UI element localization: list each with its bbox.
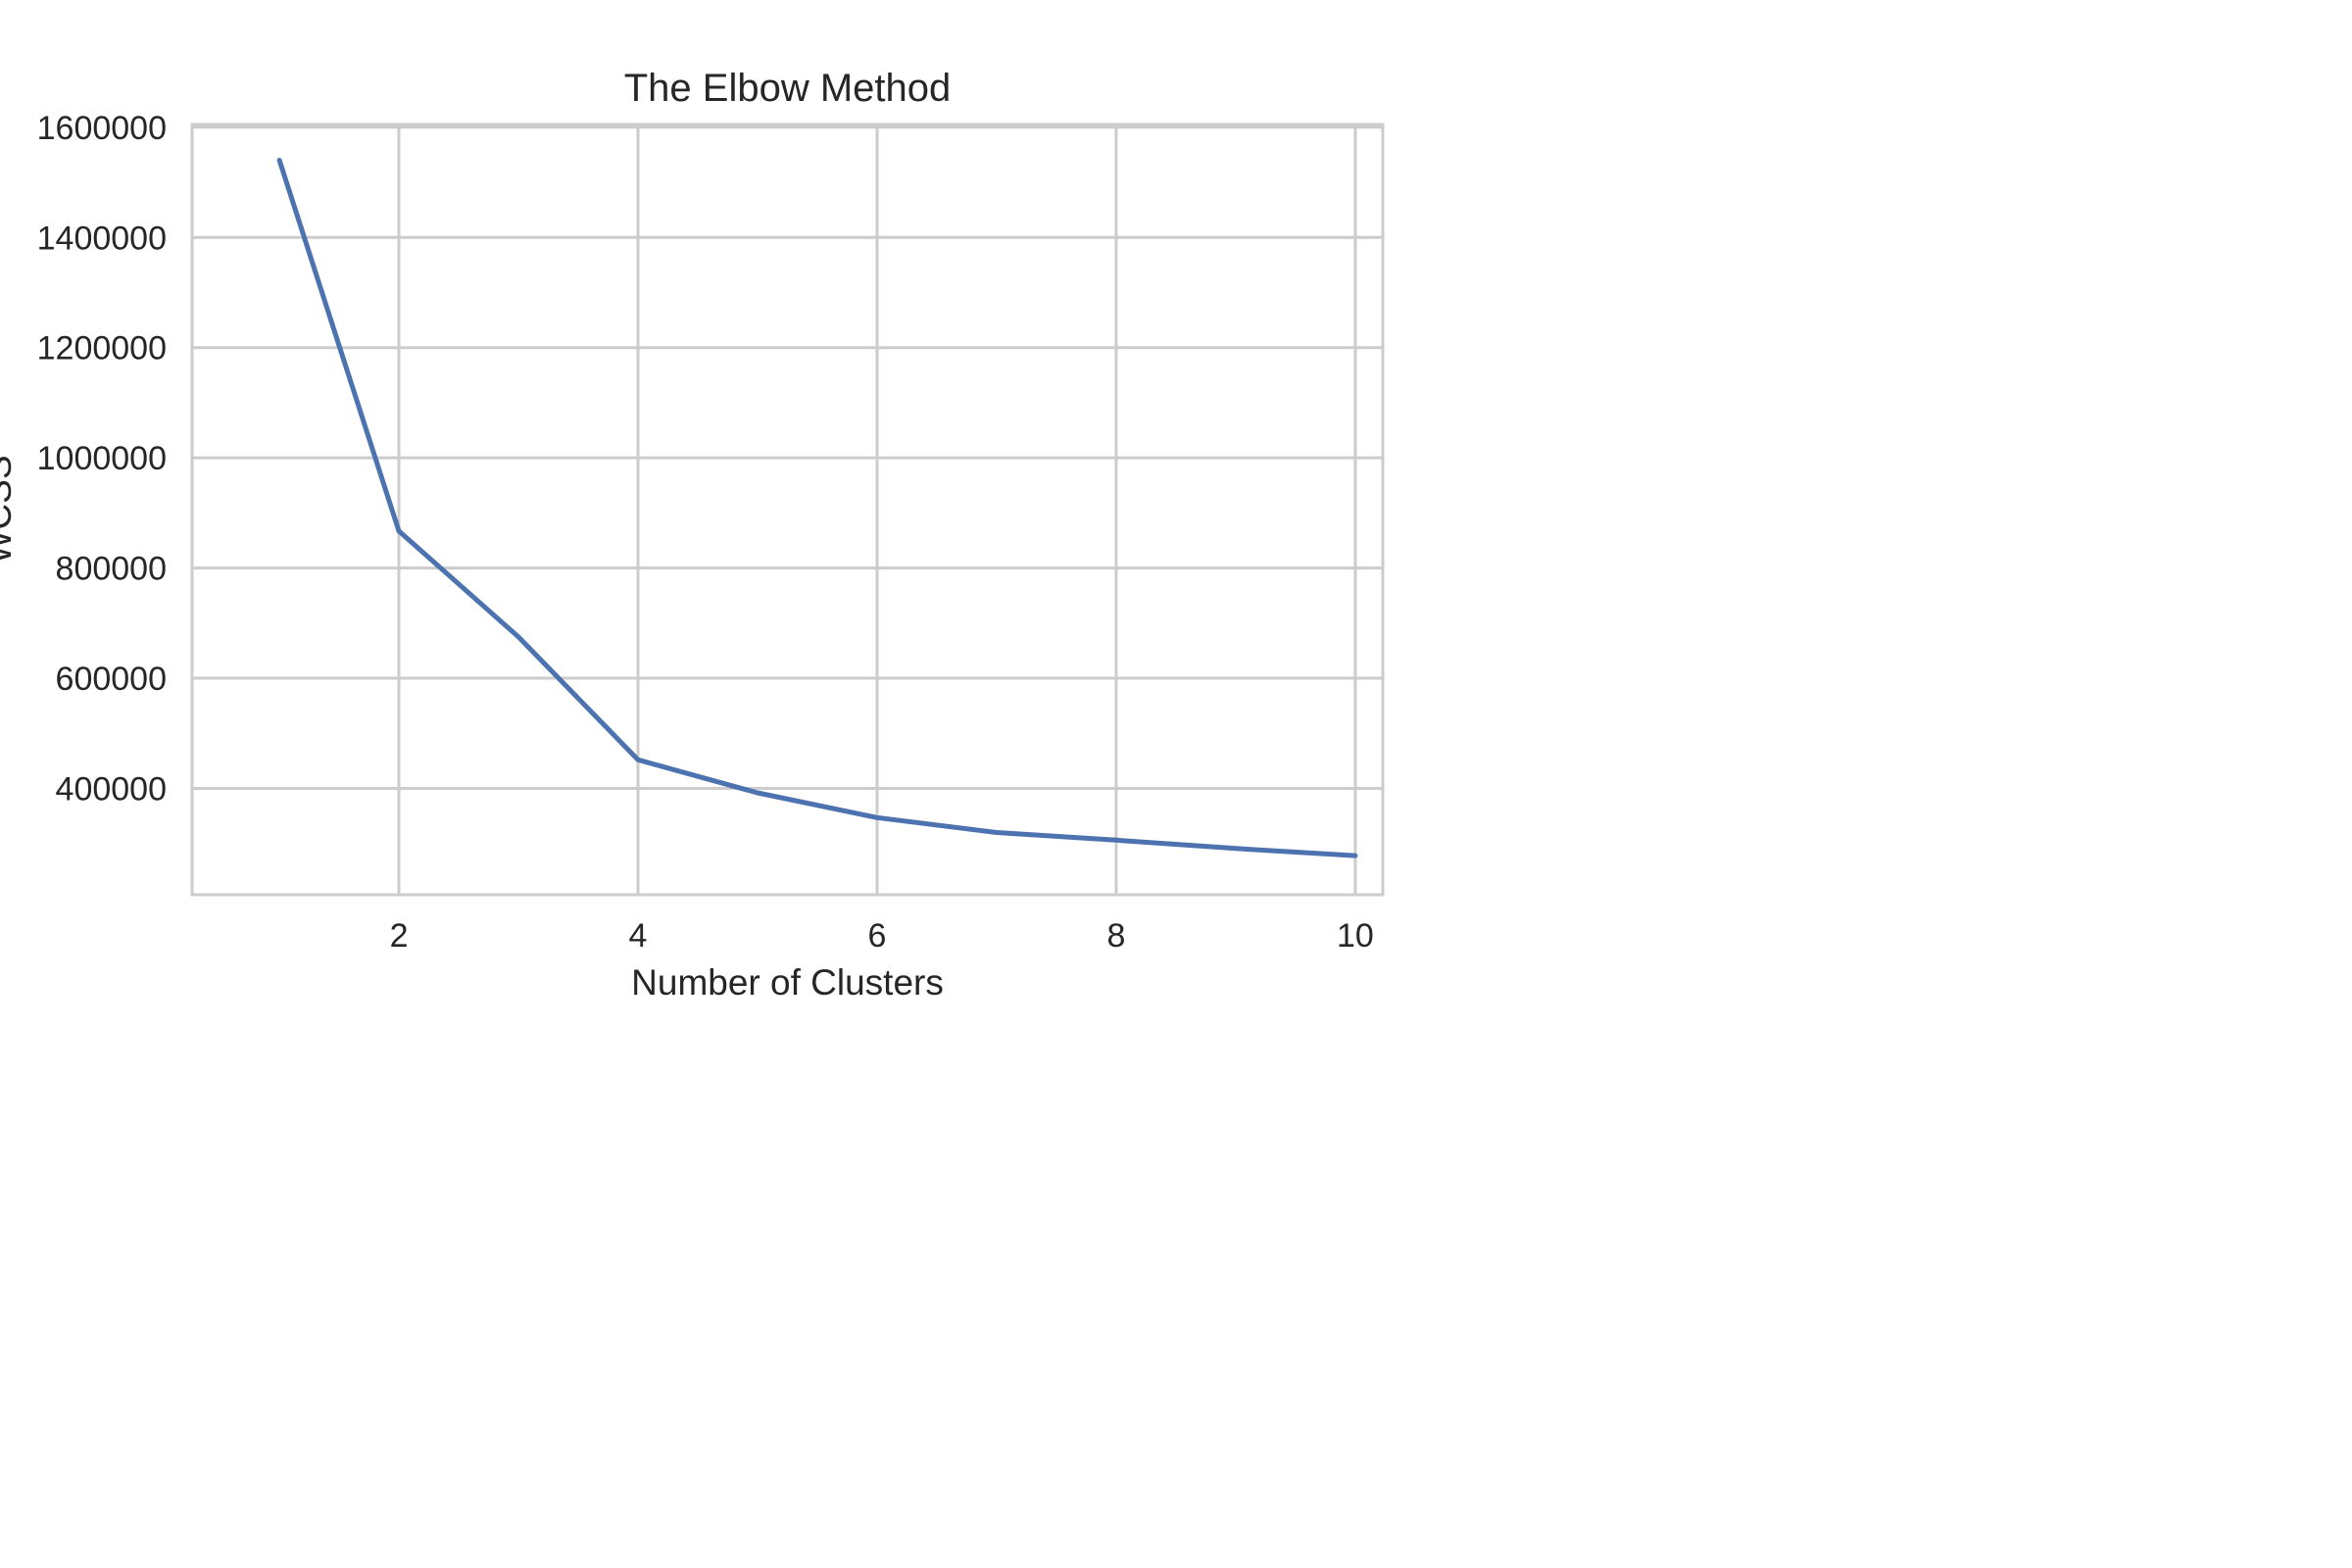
tick-labels: 2 4 6 8 10 400000 600000 800000 1000000 1200000 14… — [37, 110, 1374, 955]
grid — [192, 124, 1383, 895]
series-layer — [276, 158, 1358, 858]
wcss-series-line — [276, 158, 1358, 858]
y-tick-label: 1600000 — [37, 110, 167, 147]
y-tick-label: 400000 — [56, 770, 167, 808]
x-tick-label: 8 — [1107, 917, 1126, 955]
y-tick-label: 800000 — [56, 551, 167, 588]
chart-title: The Elbow Method — [624, 67, 952, 110]
x-tick-label: 2 — [390, 917, 409, 955]
x-tick-label: 4 — [629, 917, 648, 955]
elbow-chart: 2 4 6 8 10 400000 600000 800000 1000000 1200000 14… — [0, 67, 1385, 1003]
plot-frame — [190, 122, 1385, 897]
x-tick-label: 6 — [868, 917, 887, 955]
y-axis-label: WCSS — [0, 456, 19, 564]
y-tick-label: 1200000 — [37, 330, 167, 368]
x-tick-label: 10 — [1337, 917, 1374, 955]
y-tick-label: 1000000 — [37, 440, 167, 477]
y-tick-label: 600000 — [56, 661, 167, 698]
y-tick-label: 1400000 — [37, 220, 167, 257]
x-axis-label: Number of Clusters — [631, 962, 944, 1003]
